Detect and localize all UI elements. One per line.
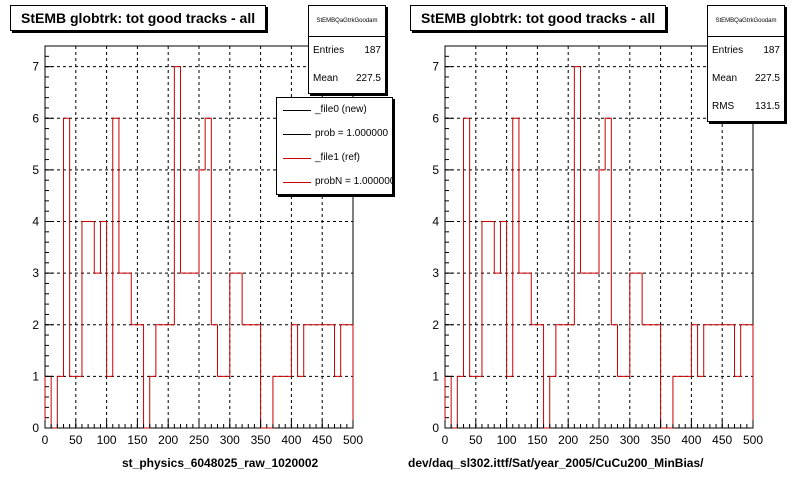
x-tick-label: 350 — [651, 433, 671, 447]
y-tick-label: 1 — [432, 369, 439, 383]
stats-label: Mean — [313, 73, 339, 84]
x-axis-caption: dev/daq_sl302.ittf/Sat/year_2005/CuCu200… — [408, 456, 704, 470]
histogram-series-line — [44, 66, 354, 429]
x-tick-label: 0 — [42, 433, 49, 447]
x-tick-label: 250 — [189, 433, 209, 447]
y-tick-label: 0 — [432, 421, 439, 435]
stats-value: 187 — [763, 45, 780, 56]
x-tick-label: 50 — [69, 433, 83, 447]
legend-label: probN = 1.000000 — [315, 176, 393, 187]
legend-label: prob = 1.000000 — [315, 128, 389, 139]
stats-label: Mean — [712, 73, 738, 84]
stats-row-rms: RMS 131.5 — [708, 93, 784, 121]
x-tick-label: 300 — [220, 433, 240, 447]
histogram-series-line — [444, 66, 754, 429]
legend-entry: probN = 1.000000 — [277, 170, 392, 194]
stats-label: Entries — [712, 45, 744, 56]
stats-value: 227.5 — [355, 73, 381, 84]
x-tick-label: 450 — [712, 433, 732, 447]
x-tick-label: 400 — [281, 433, 301, 447]
stats-label: Entries — [313, 45, 345, 56]
histogram-panel-right: 0 50 100 150 200 250 300 350 400 450 500 0 1 2 3 4 5 6 7 S… — [400, 0, 800, 480]
legend-label: _file1 (ref) — [315, 152, 361, 163]
stats-label: RMS — [712, 101, 735, 112]
legend-entry: _file1 (ref) — [277, 146, 392, 170]
x-tick-label: 500 — [343, 433, 363, 447]
x-tick-label: 450 — [312, 433, 332, 447]
y-tick-label: 5 — [32, 163, 39, 177]
x-tick-label: 50 — [469, 433, 483, 447]
legend-swatch — [283, 110, 311, 111]
y-tick-label: 7 — [32, 60, 39, 74]
x-tick-label: 150 — [127, 433, 147, 447]
legend-entry: _file0 (new) — [277, 98, 392, 122]
legend-box: _file0 (new) prob = 1.000000 _file1 (ref… — [276, 97, 393, 195]
y-tick-label: 2 — [432, 318, 439, 332]
chart-title: StEMB globtrk: tot good tracks - all — [410, 5, 667, 31]
histogram-panel-left: 0 50 100 150 200 250 300 350 400 450 500 0 1 2 3 4 5 6 7 S… — [10, 5, 393, 470]
x-tick-label: 150 — [527, 433, 547, 447]
y-tick-label: 1 — [32, 369, 39, 383]
stats-name: StEMBQaGtrkGoodam — [309, 6, 385, 37]
stats-value: 187 — [364, 45, 381, 56]
stats-name: StEMBQaGtrkGoodam — [708, 6, 784, 37]
y-tick-label: 3 — [432, 266, 439, 280]
stats-row-mean: Mean 227.5 — [309, 65, 385, 93]
legend-swatch — [283, 134, 311, 135]
chart-title: StEMB globtrk: tot good tracks - all — [10, 5, 267, 31]
x-tick-label: 200 — [158, 433, 178, 447]
stats-row-mean: Mean 227.5 — [708, 65, 784, 93]
y-tick-label: 0 — [32, 421, 39, 435]
x-tick-label: 250 — [589, 433, 609, 447]
x-tick-label: 350 — [251, 433, 271, 447]
y-tick-label: 4 — [32, 215, 39, 229]
legend-label: _file0 (new) — [315, 104, 367, 115]
x-tick-label: 500 — [743, 433, 763, 447]
x-tick-label: 400 — [681, 433, 701, 447]
stats-box: StEMBQaGtrkGoodam Entries 187 Mean 227.5 — [308, 5, 386, 94]
y-tick-label: 6 — [432, 111, 439, 125]
legend-swatch — [283, 158, 311, 159]
histogram-chart-right: 0 50 100 150 200 250 300 350 400 450 500 0 1 2 3 4 5 6 7 — [432, 45, 763, 447]
x-tick-label: 0 — [442, 433, 449, 447]
y-tick-label: 4 — [432, 215, 439, 229]
x-axis-caption: st_physics_6048025_raw_1020002 — [122, 456, 319, 470]
stats-value: 227.5 — [754, 73, 780, 84]
x-tick-label: 200 — [558, 433, 578, 447]
x-tick-label: 300 — [620, 433, 640, 447]
stats-row-entries: Entries 187 — [708, 37, 784, 65]
legend-swatch — [283, 182, 311, 183]
stats-box: StEMBQaGtrkGoodam Entries 187 Mean 227.5… — [707, 5, 785, 122]
legend-entry: prob = 1.000000 — [277, 122, 392, 146]
stats-row-entries: Entries 187 — [309, 37, 385, 65]
y-tick-label: 6 — [32, 111, 39, 125]
y-tick-label: 3 — [32, 266, 39, 280]
y-tick-label: 5 — [432, 163, 439, 177]
x-tick-label: 100 — [97, 433, 117, 447]
y-tick-label: 2 — [32, 318, 39, 332]
stats-value: 131.5 — [754, 101, 780, 112]
y-tick-label: 7 — [432, 60, 439, 74]
x-tick-label: 100 — [497, 433, 517, 447]
